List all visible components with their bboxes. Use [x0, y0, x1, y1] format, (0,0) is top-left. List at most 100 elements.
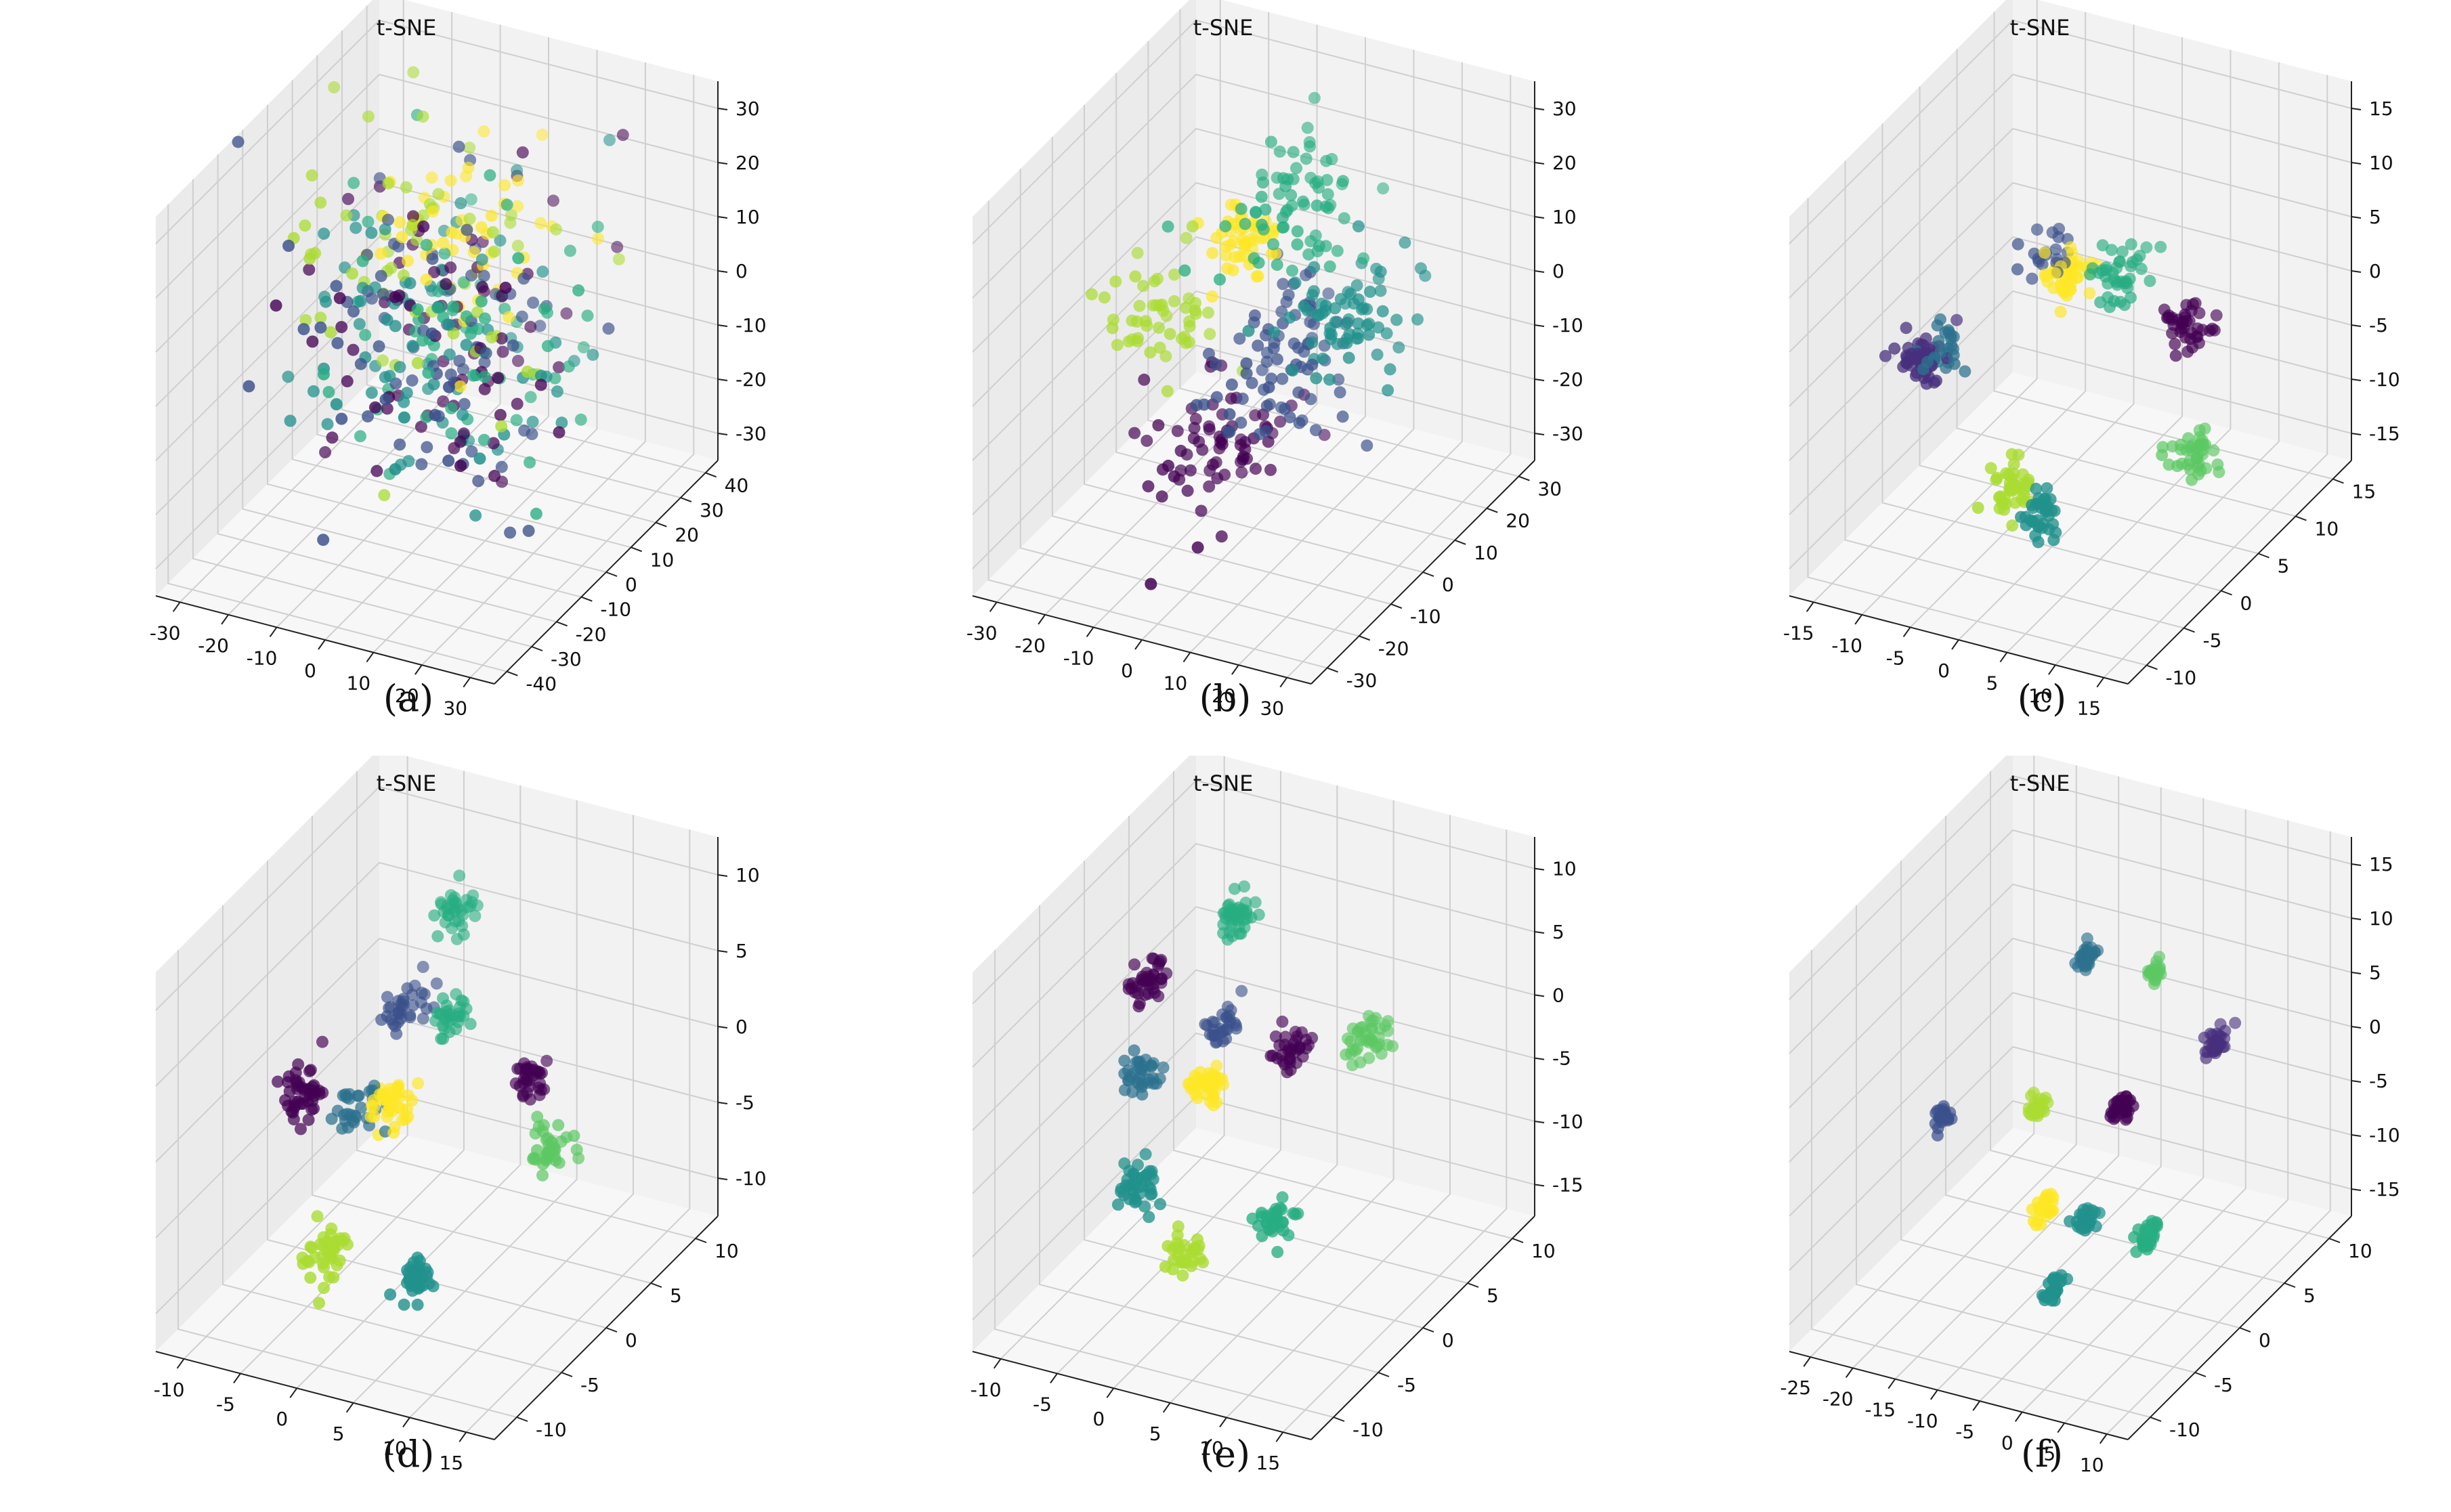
- data-point: [1183, 320, 1196, 332]
- data-point: [429, 408, 442, 421]
- z-tick-label: -10: [736, 314, 767, 337]
- z-tick-label: -5: [736, 1092, 754, 1114]
- data-point: [415, 458, 428, 471]
- data-point: [2135, 263, 2148, 276]
- z-tick-label: 10: [736, 206, 760, 228]
- x-tick-label: -10: [1907, 1410, 1938, 1432]
- data-point: [1312, 181, 1325, 194]
- data-point: [1321, 188, 1334, 200]
- data-point: [1930, 1107, 1942, 1119]
- data-point: [284, 414, 297, 427]
- data-point: [2060, 289, 2073, 302]
- y-tick-label: 10: [2348, 1240, 2372, 1262]
- x-tick-mark: [459, 1431, 467, 1442]
- z-tick-label: 5: [2369, 206, 2381, 228]
- gridline-y: [341, 30, 681, 498]
- data-point: [538, 302, 551, 315]
- z-tick-mark: [717, 324, 728, 327]
- data-point: [331, 337, 344, 349]
- z-tick-mark: [2351, 917, 2362, 920]
- data-point: [1139, 1148, 1152, 1161]
- data-point: [2084, 268, 2097, 281]
- x-tick-label: 0: [1121, 660, 1133, 682]
- z-tick-mark: [2351, 1026, 2362, 1029]
- data-point: [1273, 1039, 1286, 1052]
- data-point: [602, 322, 615, 335]
- data-point: [425, 171, 438, 184]
- gridline-y: [1945, 816, 2285, 1284]
- data-point: [1252, 339, 1264, 352]
- data-point: [1131, 334, 1144, 347]
- data-point: [1191, 1092, 1204, 1104]
- data-point: [1273, 145, 1286, 158]
- data-point: [1174, 444, 1187, 457]
- data-point: [1302, 248, 1315, 261]
- gridline-z: [1789, 937, 2352, 1163]
- data-point: [1951, 314, 1963, 326]
- data-point: [1145, 1188, 1158, 1201]
- data-point: [2096, 264, 2108, 277]
- gridline-z: [1789, 181, 2352, 407]
- data-point: [1157, 1061, 1170, 1074]
- data-point: [2108, 1113, 2120, 1125]
- data-point: [1125, 982, 1138, 995]
- z-tick-mark: [717, 270, 728, 273]
- z-tick-label: 5: [1552, 921, 1564, 943]
- gridline-x: [324, 37, 549, 641]
- gridline-x: [276, 24, 501, 628]
- data-point: [1350, 279, 1363, 292]
- data-point: [1137, 280, 1150, 293]
- z-tick-mark: [2351, 324, 2362, 327]
- x-tick-label: -20: [1823, 1387, 1854, 1410]
- data-point: [1283, 1042, 1296, 1055]
- data-point: [295, 1123, 307, 1136]
- gridline-y: [1084, 105, 1424, 573]
- data-point: [485, 209, 498, 222]
- data-point: [570, 1144, 583, 1157]
- data-point: [401, 982, 414, 995]
- data-point: [1334, 386, 1346, 399]
- data-point: [1143, 1073, 1155, 1086]
- x-tick-mark: [1275, 1431, 1284, 1442]
- data-point: [362, 110, 375, 123]
- chart-title: t-SNE: [377, 771, 437, 796]
- data-point: [1144, 346, 1157, 359]
- data-point: [389, 463, 402, 475]
- data-point: [362, 410, 375, 423]
- x-axis-line: [1789, 1351, 2129, 1440]
- data-point: [1154, 1198, 1166, 1211]
- data-point: [512, 252, 525, 265]
- data-point: [1339, 318, 1352, 330]
- data-point: [592, 232, 605, 245]
- x-tick-label: 0: [1092, 1408, 1105, 1430]
- y-tick-label: 10: [1474, 542, 1498, 564]
- z-tick-mark: [717, 1102, 728, 1104]
- data-point: [1239, 217, 1252, 230]
- data-point: [2182, 432, 2194, 445]
- data-point: [1225, 392, 1237, 405]
- data-point: [1317, 352, 1329, 365]
- data-point: [512, 174, 524, 187]
- data-point: [2180, 299, 2193, 311]
- data-point: [475, 253, 488, 266]
- data-point: [1371, 348, 1384, 361]
- z-tick-label: 20: [1552, 152, 1577, 174]
- data-point: [1098, 291, 1111, 304]
- data-point: [1188, 422, 1201, 435]
- data-point: [318, 228, 331, 240]
- x-tick-mark: [289, 1387, 298, 1398]
- z-tick-label: 15: [2369, 853, 2393, 876]
- data-point: [2125, 238, 2137, 251]
- data-point: [2194, 439, 2207, 452]
- data-point: [486, 226, 499, 238]
- y-tick-label: 0: [2259, 1329, 2271, 1352]
- data-point: [1219, 912, 1232, 925]
- z-tick-label: -10: [736, 1167, 767, 1190]
- x-tick-label: -20: [1015, 634, 1046, 657]
- z-tick-mark: [1534, 433, 1545, 435]
- data-point: [531, 1110, 544, 1123]
- data-point: [1131, 1181, 1144, 1194]
- x-tick-mark: [1038, 614, 1046, 625]
- data-point: [1201, 1088, 1214, 1101]
- data-point: [479, 347, 492, 360]
